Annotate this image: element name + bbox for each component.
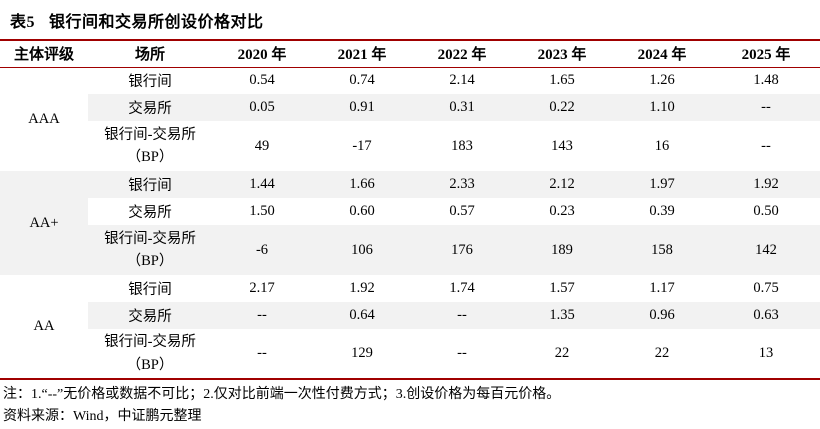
value-cell: 143 bbox=[512, 121, 612, 171]
value-cell: 2.33 bbox=[412, 171, 512, 198]
table-row-aap-interbank: AA+ 银行间 1.44 1.66 2.33 2.12 1.97 1.92 bbox=[0, 171, 820, 275]
rating-cell-aa: AA bbox=[0, 275, 88, 379]
value-cell: 1.66 bbox=[312, 171, 412, 198]
value-cell: 1.44 bbox=[212, 171, 312, 198]
value-cell: -17 bbox=[312, 121, 412, 171]
table-title: 表5 银行间和交易所创设价格对比 bbox=[0, 0, 820, 39]
header-rating: 主体评级 bbox=[0, 40, 88, 68]
venue-cell: 银行间 bbox=[88, 67, 212, 94]
source-text: 资料来源：Wind，中证鹏元整理 bbox=[3, 409, 202, 425]
value-cell: 0.91 bbox=[312, 94, 412, 121]
value-cell: -- bbox=[712, 94, 820, 121]
value-cell: 1.92 bbox=[712, 171, 820, 198]
table-row-aaa-interbank: AAA 银行间 0.54 0.74 2.14 1.65 1.26 1.48 bbox=[0, 67, 820, 171]
value-cell: 129 bbox=[312, 329, 412, 379]
value-cell: 0.39 bbox=[612, 198, 712, 225]
table-footnotes: 注：1.“--”无价格或数据不可比；2.仅对比前端一次性付费方式；3.创设价格为… bbox=[0, 380, 820, 429]
venue-cell: 交易所 bbox=[88, 94, 212, 121]
footnote-text: 注：1.“--”无价格或数据不可比；2.仅对比前端一次性付费方式；3.创设价格为… bbox=[3, 387, 561, 402]
value-cell: 0.05 bbox=[212, 94, 312, 121]
venue-cell: 交易所 bbox=[88, 198, 212, 225]
table-row-aa-interbank: AA 银行间 2.17 1.92 1.74 1.57 1.17 0.75 bbox=[0, 275, 820, 379]
value-cell: 22 bbox=[612, 329, 712, 379]
value-cell: 2.17 bbox=[212, 275, 312, 302]
venue-cell: 交易所 bbox=[88, 302, 212, 329]
header-2022: 2022 年 bbox=[412, 40, 512, 68]
value-cell: 158 bbox=[612, 225, 712, 275]
value-cell: 13 bbox=[712, 329, 820, 379]
value-cell: 142 bbox=[712, 225, 820, 275]
value-cell: -6 bbox=[212, 225, 312, 275]
value-cell: 176 bbox=[412, 225, 512, 275]
header-row: 主体评级 场所 2020 年 2021 年 2022 年 2023 年 2024… bbox=[0, 40, 820, 68]
value-cell: 1.17 bbox=[612, 275, 712, 302]
value-cell: 1.65 bbox=[512, 67, 612, 94]
value-cell: 1.97 bbox=[612, 171, 712, 198]
value-cell: 2.14 bbox=[412, 67, 512, 94]
value-cell: 0.23 bbox=[512, 198, 612, 225]
value-cell: 0.63 bbox=[712, 302, 820, 329]
table-row-aap-exchange: 交易所 1.50 0.60 0.57 0.23 0.39 0.50 bbox=[0, 198, 820, 225]
value-cell: -- bbox=[412, 329, 512, 379]
value-cell: 1.50 bbox=[212, 198, 312, 225]
value-cell: 1.57 bbox=[512, 275, 612, 302]
venue-cell: 银行间-交易所 （BP） bbox=[88, 121, 212, 171]
value-cell: 0.75 bbox=[712, 275, 820, 302]
venue-cell: 银行间 bbox=[88, 275, 212, 302]
value-cell: 0.64 bbox=[312, 302, 412, 329]
value-cell: -- bbox=[412, 302, 512, 329]
header-2024: 2024 年 bbox=[612, 40, 712, 68]
header-2023: 2023 年 bbox=[512, 40, 612, 68]
venue-cell: 银行间-交易所 （BP） bbox=[88, 225, 212, 275]
venue-cell: 银行间 bbox=[88, 171, 212, 198]
header-2020: 2020 年 bbox=[212, 40, 312, 68]
table-row-aa-spread-bp: 银行间-交易所 （BP） -- 129 -- 22 22 13 bbox=[0, 329, 820, 379]
header-venue: 场所 bbox=[88, 40, 212, 68]
value-cell: 0.22 bbox=[512, 94, 612, 121]
rating-cell-aa-plus: AA+ bbox=[0, 171, 88, 275]
table-row-aaa-spread-bp: 银行间-交易所 （BP） 49 -17 183 143 16 -- bbox=[0, 121, 820, 171]
table-title-text: 银行间和交易所创设价格对比 bbox=[49, 14, 264, 31]
value-cell: 183 bbox=[412, 121, 512, 171]
value-cell: 16 bbox=[612, 121, 712, 171]
value-cell: 0.60 bbox=[312, 198, 412, 225]
table-row-aa-exchange: 交易所 -- 0.64 -- 1.35 0.96 0.63 bbox=[0, 302, 820, 329]
value-cell: 1.92 bbox=[312, 275, 412, 302]
value-cell: -- bbox=[712, 121, 820, 171]
value-cell: 0.96 bbox=[612, 302, 712, 329]
table-row-aaa-exchange: 交易所 0.05 0.91 0.31 0.22 1.10 -- bbox=[0, 94, 820, 121]
value-cell: 106 bbox=[312, 225, 412, 275]
header-2025: 2025 年 bbox=[712, 40, 820, 68]
value-cell: 2.12 bbox=[512, 171, 612, 198]
value-cell: 0.57 bbox=[412, 198, 512, 225]
price-comparison-table: 主体评级 场所 2020 年 2021 年 2022 年 2023 年 2024… bbox=[0, 39, 820, 380]
value-cell: 0.50 bbox=[712, 198, 820, 225]
value-cell: 0.31 bbox=[412, 94, 512, 121]
value-cell: -- bbox=[212, 302, 312, 329]
table-number: 表5 bbox=[10, 14, 36, 31]
value-cell: 1.35 bbox=[512, 302, 612, 329]
header-2021: 2021 年 bbox=[312, 40, 412, 68]
venue-cell: 银行间-交易所 （BP） bbox=[88, 329, 212, 379]
value-cell: 22 bbox=[512, 329, 612, 379]
value-cell: 1.10 bbox=[612, 94, 712, 121]
value-cell: 1.26 bbox=[612, 67, 712, 94]
value-cell: 1.48 bbox=[712, 67, 820, 94]
rating-cell-aaa: AAA bbox=[0, 67, 88, 171]
value-cell: 189 bbox=[512, 225, 612, 275]
table-row-aap-spread-bp: 银行间-交易所 （BP） -6 106 176 189 158 142 bbox=[0, 225, 820, 275]
value-cell: 0.74 bbox=[312, 67, 412, 94]
value-cell: 49 bbox=[212, 121, 312, 171]
value-cell: 1.74 bbox=[412, 275, 512, 302]
value-cell: -- bbox=[212, 329, 312, 379]
value-cell: 0.54 bbox=[212, 67, 312, 94]
